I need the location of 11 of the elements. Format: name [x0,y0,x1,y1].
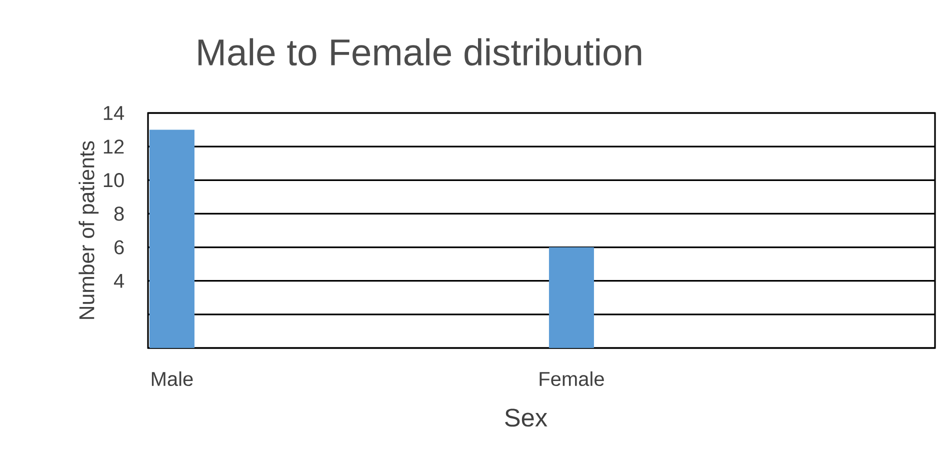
y-tick-label: 10 [104,173,124,188]
x-axis-title: Sex [505,408,548,427]
y-tick-label: 8 [114,206,124,221]
y-axis-title: Number of patients [78,141,99,319]
x-tick-label: Female [540,371,604,386]
chart-title: Male to Female distribution [198,38,642,66]
y-tick-label: 14 [104,106,124,120]
y-tick-label: 6 [114,240,124,254]
y-tick-label: 12 [104,140,124,154]
y-tick-label: 4 [114,274,124,288]
x-tick-label: Male [152,371,193,386]
